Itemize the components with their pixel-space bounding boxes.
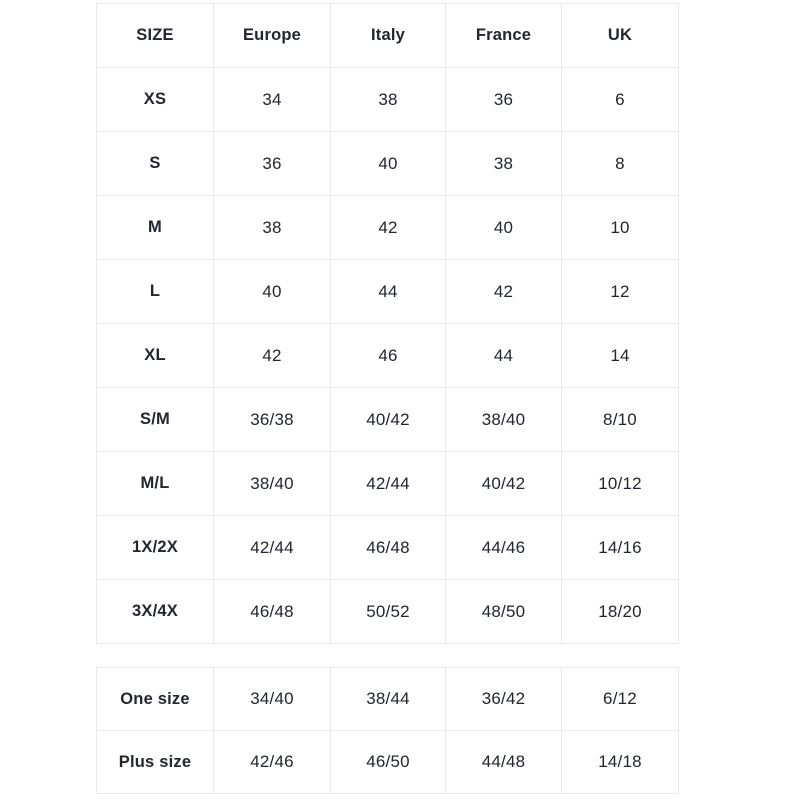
table-row: M 38 42 40 10 bbox=[96, 195, 679, 260]
cell-uk: 12 bbox=[561, 259, 679, 324]
cell-uk: 6/12 bbox=[561, 667, 679, 731]
table-body: One size 34/40 38/44 36/42 6/12 Plus siz… bbox=[96, 667, 679, 794]
cell-uk: 18/20 bbox=[561, 579, 679, 644]
row-label-m: M bbox=[96, 195, 214, 260]
cell-europe: 36 bbox=[213, 131, 331, 196]
cell-france: 38 bbox=[445, 131, 562, 196]
cell-italy: 42 bbox=[330, 195, 446, 260]
table-header: SIZE Europe Italy France UK bbox=[96, 3, 679, 68]
row-label-plus-size: Plus size bbox=[96, 730, 214, 794]
column-header-size: SIZE bbox=[96, 3, 214, 68]
table-row: S/M 36/38 40/42 38/40 8/10 bbox=[96, 387, 679, 452]
cell-france: 44/48 bbox=[445, 730, 562, 794]
cell-france: 36 bbox=[445, 67, 562, 132]
cell-france: 38/40 bbox=[445, 387, 562, 452]
table-row: 1X/2X 42/44 46/48 44/46 14/16 bbox=[96, 515, 679, 580]
column-header-europe: Europe bbox=[213, 3, 331, 68]
column-header-italy: Italy bbox=[330, 3, 446, 68]
row-label-3x-4x: 3X/4X bbox=[96, 579, 214, 644]
cell-uk: 8 bbox=[561, 131, 679, 196]
cell-uk: 10/12 bbox=[561, 451, 679, 516]
cell-france: 40 bbox=[445, 195, 562, 260]
cell-italy: 40 bbox=[330, 131, 446, 196]
cell-italy: 40/42 bbox=[330, 387, 446, 452]
cell-france: 36/42 bbox=[445, 667, 562, 731]
table-row: One size 34/40 38/44 36/42 6/12 bbox=[96, 667, 679, 731]
column-header-france: France bbox=[445, 3, 562, 68]
cell-italy: 38/44 bbox=[330, 667, 446, 731]
cell-italy: 42/44 bbox=[330, 451, 446, 516]
cell-europe: 34/40 bbox=[213, 667, 331, 731]
cell-italy: 46 bbox=[330, 323, 446, 388]
cell-europe: 42/46 bbox=[213, 730, 331, 794]
cell-europe: 34 bbox=[213, 67, 331, 132]
row-label-s-m: S/M bbox=[96, 387, 214, 452]
cell-italy: 46/48 bbox=[330, 515, 446, 580]
row-label-l: L bbox=[96, 259, 214, 324]
row-label-xs: XS bbox=[96, 67, 214, 132]
cell-europe: 42/44 bbox=[213, 515, 331, 580]
row-label-1x-2x: 1X/2X bbox=[96, 515, 214, 580]
cell-italy: 38 bbox=[330, 67, 446, 132]
cell-uk: 8/10 bbox=[561, 387, 679, 452]
row-label-s: S bbox=[96, 131, 214, 196]
cell-europe: 38 bbox=[213, 195, 331, 260]
cell-europe: 40 bbox=[213, 259, 331, 324]
cell-france: 44 bbox=[445, 323, 562, 388]
size-conversion-table: SIZE Europe Italy France UK XS 34 38 36 … bbox=[96, 3, 679, 644]
cell-italy: 50/52 bbox=[330, 579, 446, 644]
cell-uk: 14 bbox=[561, 323, 679, 388]
cell-europe: 46/48 bbox=[213, 579, 331, 644]
table-row: XS 34 38 36 6 bbox=[96, 67, 679, 132]
table-row: 3X/4X 46/48 50/52 48/50 18/20 bbox=[96, 579, 679, 644]
cell-france: 40/42 bbox=[445, 451, 562, 516]
row-label-one-size: One size bbox=[96, 667, 214, 731]
row-label-xl: XL bbox=[96, 323, 214, 388]
table-header-row: SIZE Europe Italy France UK bbox=[96, 3, 679, 68]
cell-france: 48/50 bbox=[445, 579, 562, 644]
table-body: XS 34 38 36 6 S 36 40 38 8 M 38 42 40 10 bbox=[96, 67, 679, 644]
cell-italy: 44 bbox=[330, 259, 446, 324]
cell-europe: 42 bbox=[213, 323, 331, 388]
cell-europe: 38/40 bbox=[213, 451, 331, 516]
cell-uk: 6 bbox=[561, 67, 679, 132]
table-row: XL 42 46 44 14 bbox=[96, 323, 679, 388]
cell-france: 42 bbox=[445, 259, 562, 324]
table-row: Plus size 42/46 46/50 44/48 14/18 bbox=[96, 730, 679, 794]
column-header-uk: UK bbox=[561, 3, 679, 68]
table-row: S 36 40 38 8 bbox=[96, 131, 679, 196]
one-size-plus-size-table: One size 34/40 38/44 36/42 6/12 Plus siz… bbox=[96, 667, 679, 794]
table-row: L 40 44 42 12 bbox=[96, 259, 679, 324]
cell-italy: 46/50 bbox=[330, 730, 446, 794]
cell-uk: 10 bbox=[561, 195, 679, 260]
row-label-m-l: M/L bbox=[96, 451, 214, 516]
cell-france: 44/46 bbox=[445, 515, 562, 580]
cell-uk: 14/16 bbox=[561, 515, 679, 580]
cell-europe: 36/38 bbox=[213, 387, 331, 452]
table-row: M/L 38/40 42/44 40/42 10/12 bbox=[96, 451, 679, 516]
cell-uk: 14/18 bbox=[561, 730, 679, 794]
